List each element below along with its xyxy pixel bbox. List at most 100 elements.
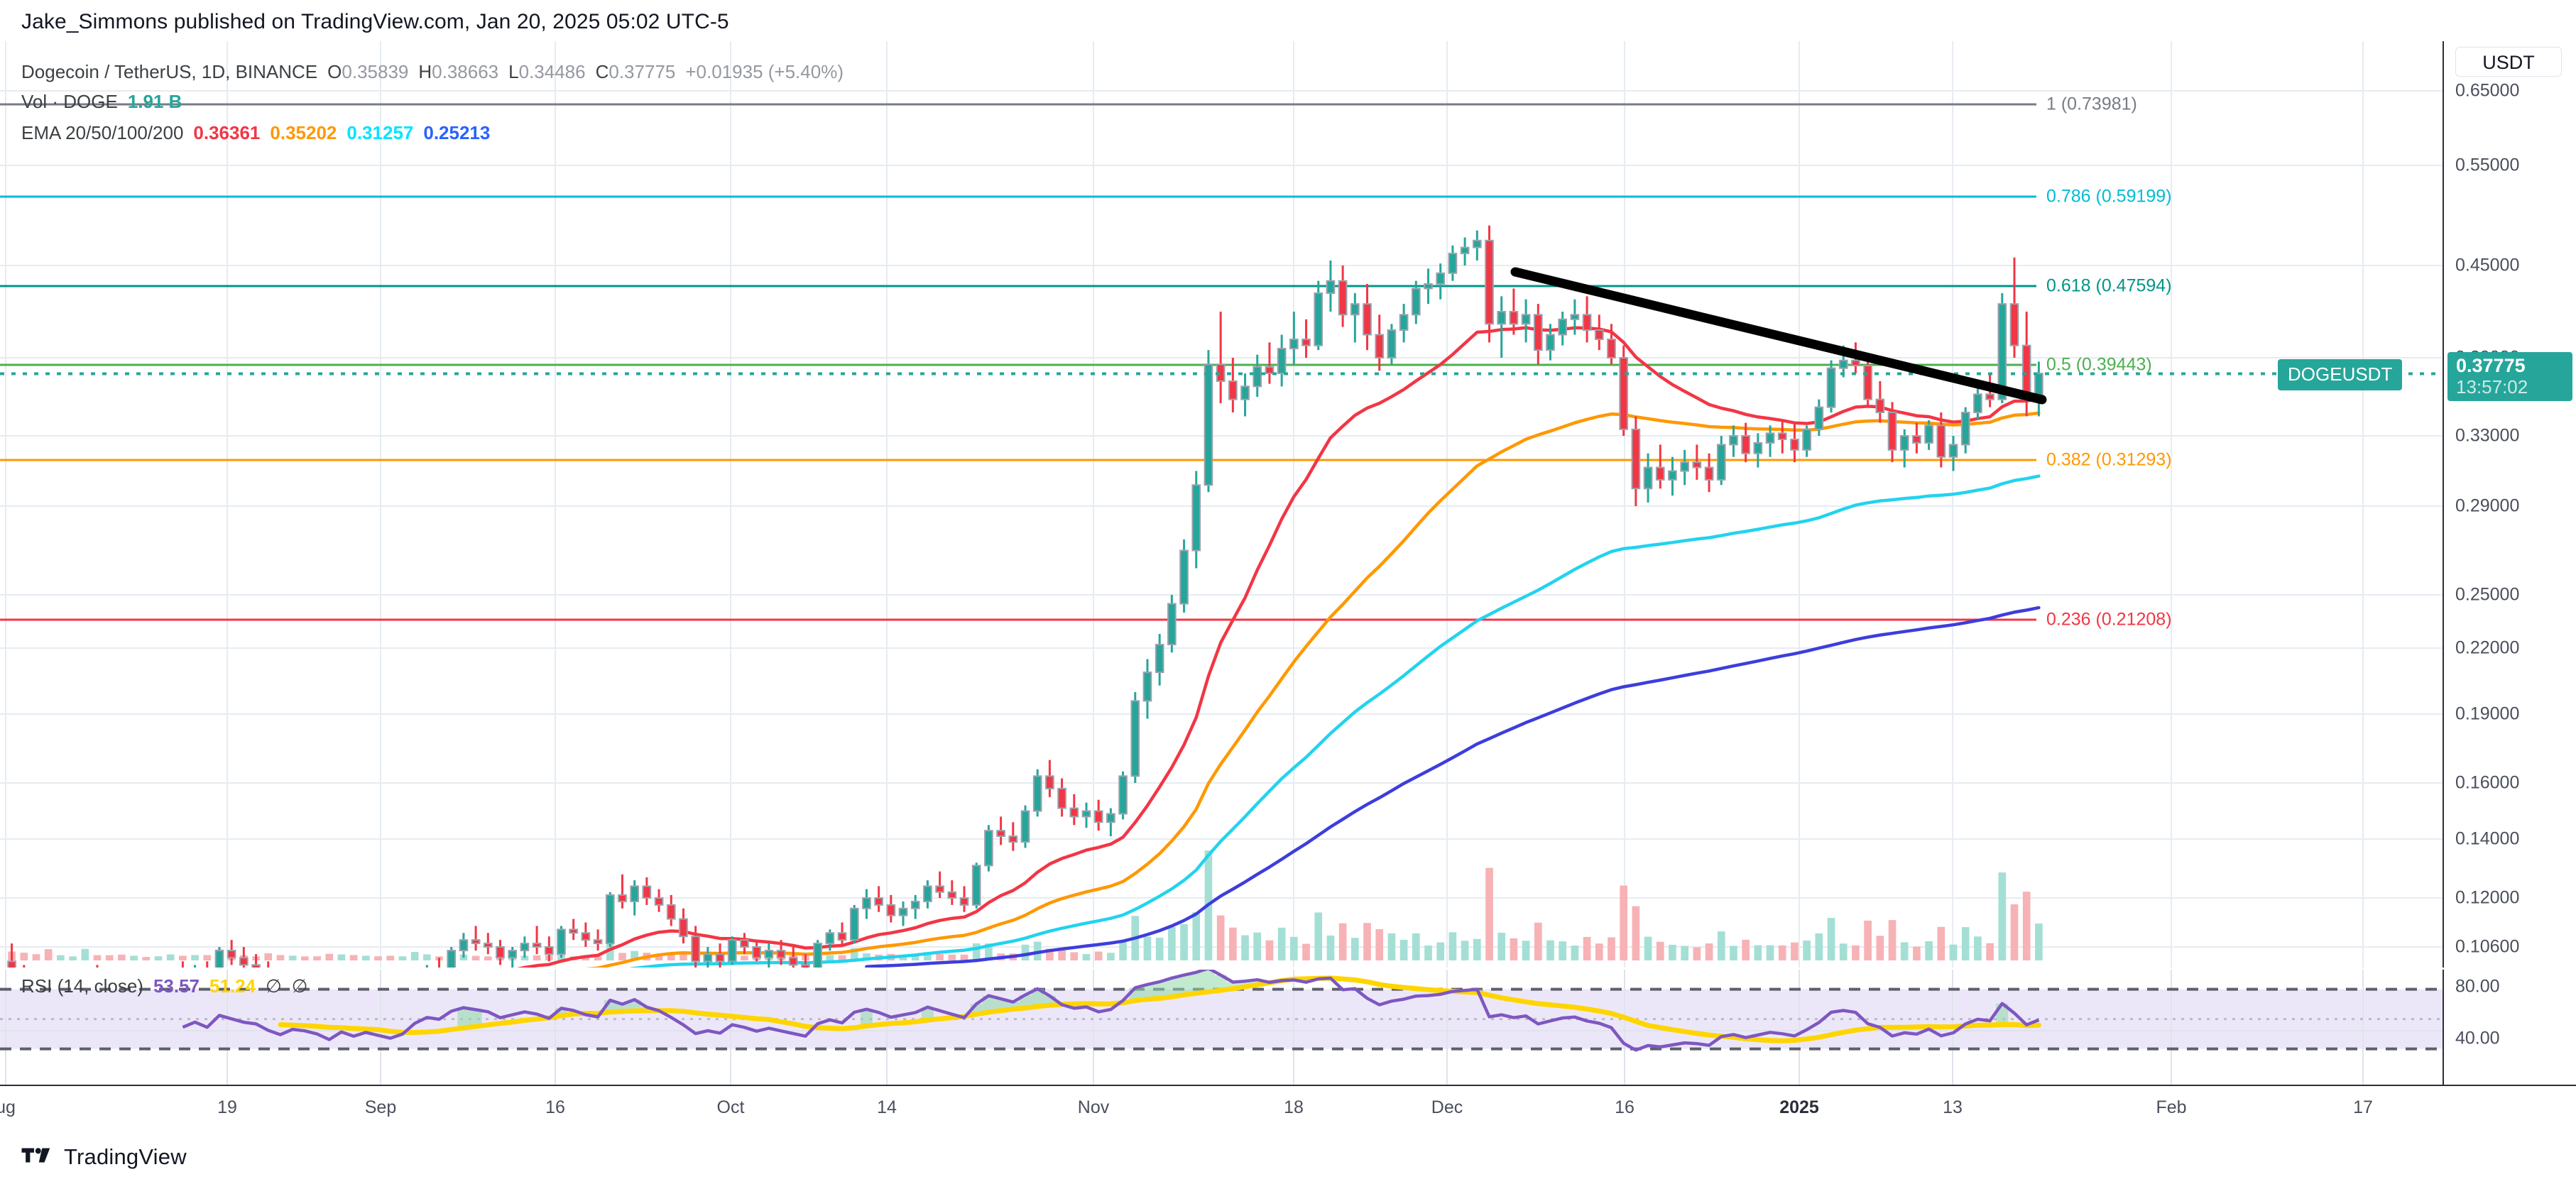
volume-bar bbox=[288, 955, 297, 960]
volume-bar bbox=[1119, 941, 1127, 960]
candle-body bbox=[1106, 813, 1115, 823]
candle-body bbox=[788, 957, 798, 966]
candle-body bbox=[1594, 329, 1604, 340]
candle-body bbox=[1643, 466, 1653, 490]
price-axis[interactable]: USDT 0.650000.550000.450000.390000.33000… bbox=[2443, 41, 2576, 1007]
volume-bar bbox=[44, 949, 53, 960]
candle-body bbox=[251, 964, 261, 968]
candle-body bbox=[959, 897, 969, 906]
volume-bar bbox=[1399, 939, 1408, 960]
candle-body bbox=[1570, 314, 1580, 320]
candle-body bbox=[1607, 339, 1616, 358]
time-axis[interactable]: ug 19 Sep 16 Oct 14 Nov 18 Dec 16 2025 13 Feb 17 bbox=[0, 1085, 2576, 1127]
volume-bar bbox=[667, 953, 675, 960]
candle-body bbox=[1863, 365, 1872, 400]
candle-body bbox=[740, 939, 749, 948]
volume-bar bbox=[1253, 932, 1262, 960]
volume-bar bbox=[2010, 904, 2019, 960]
candle-body bbox=[1020, 810, 1030, 843]
legend-ema200-value: 0.25213 bbox=[423, 122, 491, 143]
rsi-axis[interactable]: 80.00 40.00 bbox=[2443, 970, 2576, 1085]
candle-body bbox=[508, 950, 518, 959]
candle-body bbox=[1668, 470, 1677, 481]
candle-body bbox=[862, 897, 871, 909]
price-tick-label: 0.12000 bbox=[2455, 887, 2520, 908]
fib-label-0-618: 0.618 (0.47594) bbox=[2046, 275, 2172, 296]
candle-body bbox=[1729, 435, 1738, 446]
volume-bar bbox=[924, 952, 932, 960]
volume-bar bbox=[1070, 952, 1079, 960]
candle-body bbox=[1960, 412, 1970, 446]
volume-bar bbox=[1839, 943, 1848, 960]
volume-bar bbox=[1742, 939, 1750, 960]
rsi-legend-row[interactable]: RSI (14, close) 53.57 51.24 ∅ ∅ bbox=[21, 977, 307, 995]
candle-body bbox=[1363, 303, 1372, 336]
volume-bar bbox=[105, 955, 114, 960]
legend-ema-row[interactable]: EMA 20/50/100/200 0.36361 0.35202 0.31257 0.… bbox=[21, 124, 490, 142]
footer-brand[interactable]: TradingView bbox=[21, 1144, 187, 1170]
price-tick-label: 0.22000 bbox=[2455, 637, 2520, 658]
candle-body bbox=[1155, 644, 1164, 674]
candle-body bbox=[1387, 329, 1397, 358]
legend-symbol-row[interactable]: Dogecoin / TetherUS, 1D, BINANCE O0.35839… bbox=[21, 62, 844, 81]
volume-bar bbox=[1229, 927, 1237, 960]
volume-bar bbox=[1803, 940, 1811, 960]
volume-bar bbox=[1693, 947, 1701, 960]
time-tick-label: 17 bbox=[2353, 1097, 2373, 1117]
candle-body bbox=[471, 939, 481, 945]
volume-bar bbox=[1363, 923, 1371, 960]
candle-body bbox=[849, 907, 859, 941]
volume-bar bbox=[1058, 948, 1066, 960]
candle-body bbox=[1167, 603, 1177, 645]
time-tick-label: Nov bbox=[1077, 1097, 1110, 1117]
candle-body bbox=[1521, 314, 1531, 325]
tradingview-logo-icon bbox=[21, 1148, 50, 1163]
candle-body bbox=[1887, 412, 1897, 451]
volume-bar bbox=[1827, 918, 1835, 960]
volume-bar bbox=[1216, 915, 1225, 960]
candle-body bbox=[214, 950, 224, 968]
volume-bar bbox=[1961, 927, 1970, 960]
candle-body bbox=[227, 950, 236, 959]
volume-bar bbox=[1559, 941, 1567, 960]
volume-bar bbox=[1424, 946, 1432, 960]
rsi-plot bbox=[0, 970, 2443, 1085]
volume-bar bbox=[594, 956, 602, 960]
volume-bar bbox=[1412, 933, 1420, 960]
candle-body bbox=[496, 946, 505, 959]
candle-body bbox=[1411, 287, 1421, 316]
chart-frame: Dogecoin / TetherUS, 1D, BINANCE O0.35839… bbox=[0, 41, 2576, 1127]
candle-body bbox=[1081, 810, 1091, 818]
candle-body bbox=[1997, 303, 2007, 400]
candle-body bbox=[1472, 239, 1482, 248]
volume-bar bbox=[1461, 941, 1469, 960]
volume-bar bbox=[899, 955, 907, 960]
rsi-pane[interactable]: RSI (14, close) 53.57 51.24 ∅ ∅ bbox=[0, 970, 2443, 1085]
volume-bar bbox=[361, 955, 370, 960]
time-tick-label: 16 bbox=[545, 1097, 565, 1117]
attribution-text: Jake_Simmons published on TradingView.co… bbox=[21, 10, 729, 33]
candle-body bbox=[886, 904, 896, 916]
ema-50-line bbox=[585, 411, 2041, 968]
candle-body bbox=[923, 885, 932, 902]
price-pane[interactable]: Dogecoin / TetherUS, 1D, BINANCE O0.35839… bbox=[0, 41, 2443, 968]
volume-bar bbox=[680, 951, 687, 960]
candle-body bbox=[1924, 424, 1933, 444]
volume-bar bbox=[631, 950, 639, 960]
candle-body bbox=[1753, 442, 1763, 454]
candle-body bbox=[1008, 835, 1018, 843]
candle-body bbox=[7, 960, 16, 968]
price-plot bbox=[0, 41, 2443, 968]
volume-bar bbox=[972, 943, 981, 960]
volume-bar bbox=[1338, 923, 1347, 960]
candle-body bbox=[581, 932, 591, 941]
volume-bar bbox=[655, 955, 663, 960]
candle-body bbox=[1680, 461, 1690, 472]
candlestick-series bbox=[7, 225, 2043, 968]
price-tick-label: 0.25000 bbox=[2455, 584, 2520, 605]
candle-body bbox=[801, 964, 810, 968]
legend-volume-row[interactable]: Vol · DOGE 1.91 B bbox=[21, 92, 182, 111]
volume-bar bbox=[1241, 935, 1249, 960]
volume-bar bbox=[179, 955, 187, 960]
volume-bar bbox=[1021, 944, 1030, 960]
